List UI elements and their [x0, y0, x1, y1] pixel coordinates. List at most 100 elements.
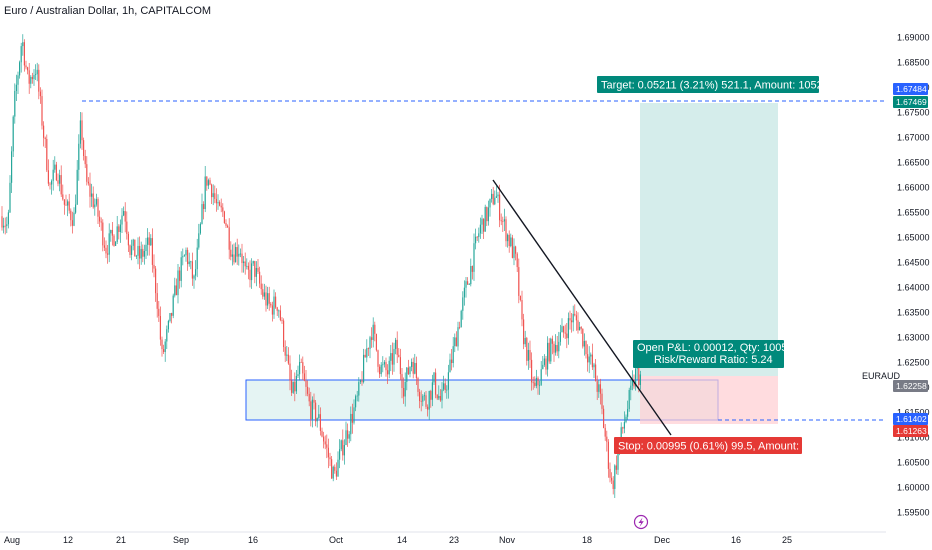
- candle-body: [590, 354, 592, 357]
- candle-body: [111, 229, 113, 236]
- candle-body: [230, 249, 232, 257]
- candle-body: [467, 281, 469, 285]
- candle-body: [38, 69, 40, 92]
- candle-body: [62, 194, 64, 200]
- candle-body: [142, 248, 144, 257]
- candle-body: [91, 193, 93, 197]
- candle-body: [502, 221, 504, 223]
- candle-body: [139, 245, 141, 259]
- x-tick-label: Aug: [4, 535, 20, 545]
- support-zone-box[interactable]: [245, 379, 719, 421]
- candle-body: [438, 395, 440, 399]
- candle-body: [51, 180, 53, 185]
- target-zone[interactable]: [640, 103, 778, 376]
- candle-body: [177, 270, 179, 296]
- candle-body: [606, 436, 608, 442]
- candle-body: [539, 384, 541, 386]
- candle-body: [463, 287, 465, 298]
- candle-body: [76, 169, 78, 205]
- candle-body: [372, 324, 374, 340]
- x-tick-label: Oct: [329, 535, 344, 545]
- candle-body: [223, 211, 225, 224]
- candle-body: [118, 226, 120, 232]
- candle-body: [185, 249, 187, 256]
- y-tick-label: 1.69000: [897, 33, 930, 43]
- candle-body: [623, 422, 625, 429]
- y-tick-label: 1.67500: [897, 108, 930, 118]
- candle-body: [107, 253, 109, 255]
- candle-body: [409, 366, 411, 375]
- candle-body: [542, 364, 544, 370]
- y-tick-label: 1.59500: [897, 508, 930, 518]
- candle-body: [575, 315, 577, 321]
- x-tick-label: 21: [116, 535, 126, 545]
- candle-body: [407, 367, 409, 375]
- candle-body: [574, 313, 576, 316]
- price-axis[interactable]: 1.690001.685001.680001.675001.670001.665…: [897, 33, 930, 518]
- candle-body: [295, 375, 297, 392]
- candle-body: [119, 224, 121, 232]
- candle-body: [60, 175, 62, 195]
- candle-body: [299, 361, 301, 375]
- y-tick-label: 1.67000: [897, 133, 930, 143]
- candle-body: [47, 170, 49, 184]
- candle-body: [364, 354, 366, 358]
- price-tag-bg: [893, 425, 928, 437]
- candle-body: [145, 244, 147, 252]
- candle-body: [108, 233, 110, 255]
- candle-body: [137, 245, 139, 256]
- candle-body: [543, 358, 545, 365]
- candle-body: [638, 367, 640, 386]
- candle-body: [17, 75, 19, 85]
- y-tick-label: 1.65500: [897, 208, 930, 218]
- candle-body: [235, 247, 237, 263]
- candle-body: [495, 196, 497, 198]
- candle-body: [550, 338, 552, 362]
- candle-body: [473, 243, 475, 272]
- candle-body: [441, 389, 443, 401]
- trend-line[interactable]: [492, 179, 672, 436]
- candle-body: [395, 339, 397, 349]
- candle-body: [43, 125, 45, 138]
- candle-body: [454, 337, 456, 347]
- candle-body: [366, 348, 368, 358]
- time-axis[interactable]: Aug 12 21 Sep 16 Oct 14 23 Nov 18 Dec 16 25: [4, 535, 792, 545]
- y-tick-label: 1.60000: [897, 483, 930, 493]
- candle-body: [238, 253, 240, 257]
- candle-body: [36, 69, 38, 75]
- candle-body: [159, 316, 161, 340]
- candle-body: [607, 441, 609, 469]
- candle-body: [588, 356, 590, 363]
- svg-text:Target: 0.05211 (3.21%) 521.1,: Target: 0.05211 (3.21%) 521.1, Amount: 1…: [601, 80, 838, 92]
- y-tick-label: 1.61500: [897, 408, 930, 418]
- candle-body: [313, 399, 315, 403]
- lightning-icon[interactable]: [633, 514, 649, 530]
- candle-body: [131, 245, 133, 255]
- candle-body: [343, 445, 345, 456]
- candle-body: [244, 261, 246, 267]
- candle-body: [279, 310, 281, 321]
- candle-body: [476, 236, 478, 238]
- candle-body: [44, 137, 46, 140]
- candle-body: [351, 413, 353, 423]
- svg-text:Stop: 0.00995 (0.61%) 99.5, Am: Stop: 0.00995 (0.61%) 99.5, Amount: 990: [618, 441, 820, 453]
- candle-body: [569, 318, 571, 321]
- candle-body: [6, 224, 8, 227]
- candle-body: [479, 224, 481, 234]
- candle-body: [70, 210, 72, 221]
- stop-zone[interactable]: [640, 376, 778, 424]
- candle-body: [308, 393, 310, 402]
- candle-body: [478, 233, 480, 238]
- candle-body: [89, 183, 91, 197]
- candle-body: [403, 387, 405, 397]
- candle-body: [25, 65, 27, 68]
- candle-body: [595, 364, 597, 382]
- candle-body: [508, 234, 510, 247]
- candle-body: [287, 354, 289, 364]
- y-tick-label: 1.62500: [897, 358, 930, 368]
- candle-body: [516, 253, 518, 268]
- candle-body: [215, 198, 217, 204]
- candle-body: [609, 468, 611, 478]
- target-label: Target: 0.05211 (3.21%) 521.1, Amount: 1…: [597, 76, 838, 93]
